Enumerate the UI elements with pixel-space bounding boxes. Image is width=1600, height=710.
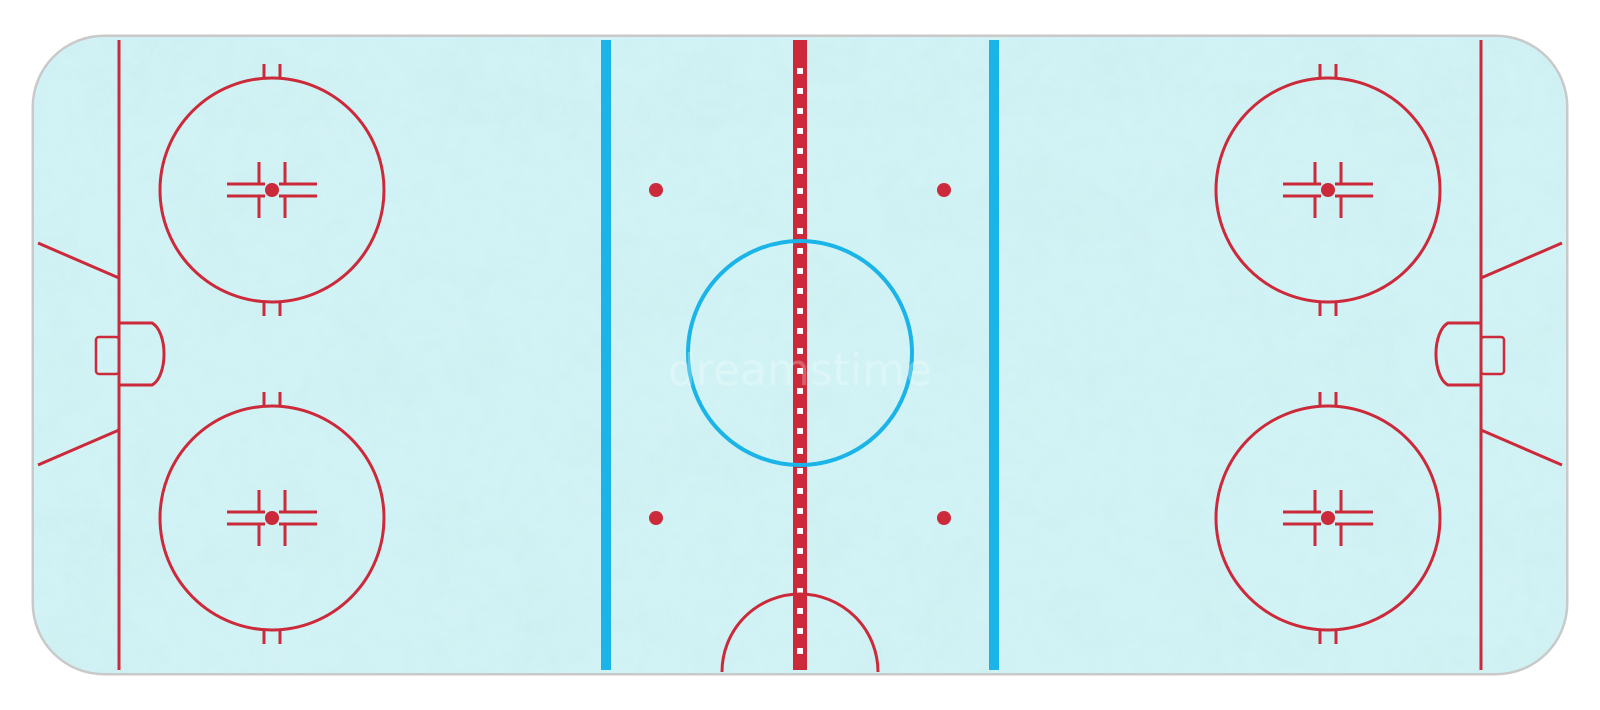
neutral-zone-dot-bottom-left [649, 511, 663, 525]
center-line-dash [797, 148, 803, 154]
center-line-dash [797, 568, 803, 574]
center-line-dash [797, 268, 803, 274]
center-line-dash [797, 548, 803, 554]
center-line-dash [797, 628, 803, 634]
center-line-dash [797, 588, 803, 594]
center-line-dash [797, 68, 803, 74]
center-line-dash [797, 188, 803, 194]
goal-crease-right [1434, 321, 1481, 387]
center-line-dash [797, 468, 803, 474]
trapezoid-right [1480, 241, 1563, 467]
center-line-dash [797, 208, 803, 214]
center-line-dash [797, 108, 803, 114]
center-line-dash [797, 88, 803, 94]
referee-crease [720, 592, 880, 673]
trapezoid-left [37, 241, 120, 467]
watermark: dreamstime [668, 345, 932, 396]
faceoff-circle-top-left [158, 64, 386, 316]
center-faceoff-circle [686, 239, 914, 467]
blue-line-left [601, 40, 611, 670]
center-line-dash [797, 648, 803, 654]
center-line-dash [797, 488, 803, 494]
neutral-zone-dot-top-right [937, 183, 951, 197]
center-line-dash [797, 288, 803, 294]
faceoff-circle-top-right [1214, 64, 1442, 316]
center-line-dash [797, 228, 803, 234]
center-line-dashes [797, 68, 803, 654]
center-line-dash [797, 328, 803, 334]
center-red-line [793, 40, 807, 670]
center-line-dash [797, 128, 803, 134]
center-line-dash [797, 308, 803, 314]
faceoff-dot [265, 511, 279, 525]
faceoff-dot [265, 183, 279, 197]
faceoff-circle-bottom-right [1214, 392, 1442, 644]
center-line-dash [797, 428, 803, 434]
center-line-dash [797, 388, 803, 394]
faceoff-dot [1321, 511, 1335, 525]
center-line-dash [797, 508, 803, 514]
faceoff-circle-bottom-left [158, 392, 386, 644]
neutral-zone-dot-top-left [649, 183, 663, 197]
center-line-dash [797, 528, 803, 534]
center-line-dash [797, 348, 803, 354]
faceoff-dot [1321, 183, 1335, 197]
neutral-zone-dot-bottom-right [937, 511, 951, 525]
center-line-dash [797, 608, 803, 614]
blue-line-right [989, 40, 999, 670]
goal-net-left [94, 335, 121, 376]
center-line-dash [797, 408, 803, 414]
goal-crease-left [119, 321, 166, 387]
center-line-dash [797, 368, 803, 374]
goal-net-right [1479, 335, 1506, 376]
center-line-dash [797, 248, 803, 254]
center-line-dash [797, 168, 803, 174]
center-line-dash [797, 448, 803, 454]
